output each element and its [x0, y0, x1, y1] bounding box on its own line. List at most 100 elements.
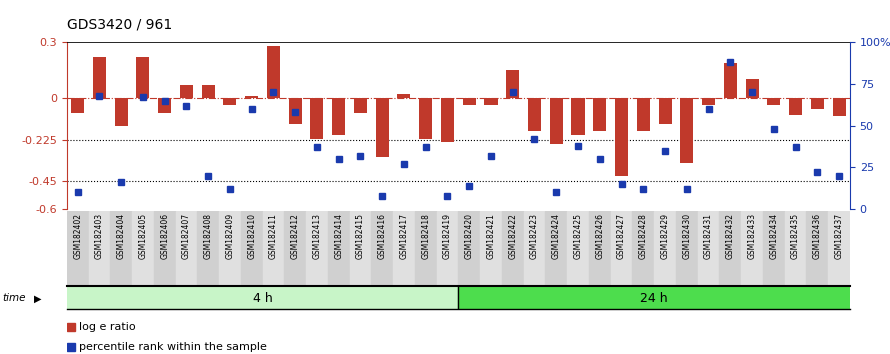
- Text: GSM182434: GSM182434: [769, 213, 779, 259]
- Bar: [611, 211, 633, 285]
- Text: GSM182408: GSM182408: [204, 213, 213, 259]
- Bar: [523, 211, 546, 285]
- Text: GSM182417: GSM182417: [400, 213, 409, 259]
- Text: GSM182406: GSM182406: [160, 213, 169, 259]
- Bar: [71, 98, 85, 113]
- Bar: [806, 211, 829, 285]
- Text: GSM182437: GSM182437: [835, 213, 844, 259]
- Bar: [110, 211, 132, 285]
- Text: 24 h: 24 h: [640, 292, 668, 305]
- Bar: [332, 98, 345, 135]
- Text: GSM182404: GSM182404: [117, 213, 125, 259]
- Bar: [393, 211, 415, 285]
- Bar: [219, 211, 241, 285]
- Bar: [615, 98, 628, 176]
- Bar: [284, 211, 306, 285]
- Bar: [306, 211, 328, 285]
- Bar: [154, 211, 175, 285]
- Bar: [458, 211, 480, 285]
- Bar: [680, 98, 693, 162]
- Bar: [202, 85, 214, 98]
- Bar: [88, 211, 110, 285]
- Text: GSM182423: GSM182423: [530, 213, 539, 259]
- Text: GDS3420 / 961: GDS3420 / 961: [67, 18, 172, 32]
- Bar: [328, 211, 350, 285]
- Bar: [636, 98, 650, 131]
- Text: GSM182411: GSM182411: [269, 213, 278, 259]
- Bar: [376, 98, 389, 157]
- Text: GSM182412: GSM182412: [291, 213, 300, 259]
- Bar: [419, 98, 433, 139]
- Text: GSM182425: GSM182425: [573, 213, 583, 259]
- Bar: [546, 211, 567, 285]
- Bar: [480, 211, 502, 285]
- Text: GSM182402: GSM182402: [73, 213, 82, 259]
- Bar: [311, 98, 323, 139]
- Bar: [67, 286, 458, 309]
- Bar: [502, 211, 523, 285]
- Text: GSM182407: GSM182407: [182, 213, 191, 259]
- Text: GSM182410: GSM182410: [247, 213, 256, 259]
- Text: GSM182413: GSM182413: [312, 213, 321, 259]
- Text: log e ratio: log e ratio: [79, 322, 135, 332]
- Text: GSM182433: GSM182433: [748, 213, 756, 259]
- Bar: [93, 57, 106, 98]
- Text: GSM182416: GSM182416: [377, 213, 387, 259]
- Bar: [719, 211, 741, 285]
- Text: time: time: [3, 293, 26, 303]
- Bar: [158, 98, 171, 113]
- Text: GSM182435: GSM182435: [791, 213, 800, 259]
- Bar: [198, 211, 219, 285]
- Bar: [698, 211, 719, 285]
- Text: GSM182419: GSM182419: [443, 213, 452, 259]
- Bar: [571, 98, 585, 135]
- Text: GSM182418: GSM182418: [421, 213, 430, 259]
- Bar: [528, 98, 541, 131]
- Bar: [263, 211, 284, 285]
- Bar: [659, 98, 672, 124]
- Text: GSM182436: GSM182436: [813, 213, 821, 259]
- Bar: [746, 79, 758, 98]
- Text: GSM182429: GSM182429: [660, 213, 669, 259]
- Bar: [484, 98, 498, 105]
- Bar: [415, 211, 437, 285]
- Bar: [594, 98, 606, 131]
- Bar: [676, 211, 698, 285]
- Text: GSM182420: GSM182420: [465, 213, 473, 259]
- Bar: [132, 211, 154, 285]
- Bar: [785, 211, 806, 285]
- Bar: [458, 286, 850, 309]
- Bar: [741, 211, 763, 285]
- Bar: [223, 98, 237, 105]
- Bar: [550, 98, 562, 144]
- Bar: [175, 211, 198, 285]
- Bar: [354, 98, 367, 113]
- Text: GSM182403: GSM182403: [95, 213, 104, 259]
- Bar: [267, 46, 280, 98]
- Bar: [589, 211, 611, 285]
- Bar: [288, 98, 302, 124]
- Bar: [371, 211, 393, 285]
- Text: GSM182428: GSM182428: [639, 213, 648, 259]
- Bar: [180, 85, 193, 98]
- Bar: [654, 211, 676, 285]
- Bar: [441, 98, 454, 142]
- Text: GSM182409: GSM182409: [225, 213, 234, 259]
- Bar: [633, 211, 654, 285]
- Bar: [506, 70, 519, 98]
- Text: percentile rank within the sample: percentile rank within the sample: [79, 342, 267, 352]
- Text: GSM182432: GSM182432: [725, 213, 735, 259]
- Bar: [567, 211, 589, 285]
- Text: GSM182424: GSM182424: [552, 213, 561, 259]
- Bar: [789, 98, 802, 115]
- Text: 4 h: 4 h: [253, 292, 272, 305]
- Bar: [241, 211, 263, 285]
- Bar: [829, 211, 850, 285]
- Bar: [811, 98, 824, 109]
- Text: GSM182426: GSM182426: [595, 213, 604, 259]
- Bar: [398, 94, 410, 98]
- Text: GSM182414: GSM182414: [334, 213, 344, 259]
- Text: GSM182430: GSM182430: [683, 213, 692, 259]
- Text: ▶: ▶: [34, 294, 41, 304]
- Bar: [350, 211, 371, 285]
